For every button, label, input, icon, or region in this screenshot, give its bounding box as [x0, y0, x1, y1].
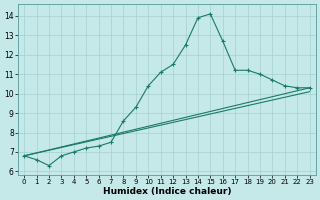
X-axis label: Humidex (Indice chaleur): Humidex (Indice chaleur)	[103, 187, 231, 196]
